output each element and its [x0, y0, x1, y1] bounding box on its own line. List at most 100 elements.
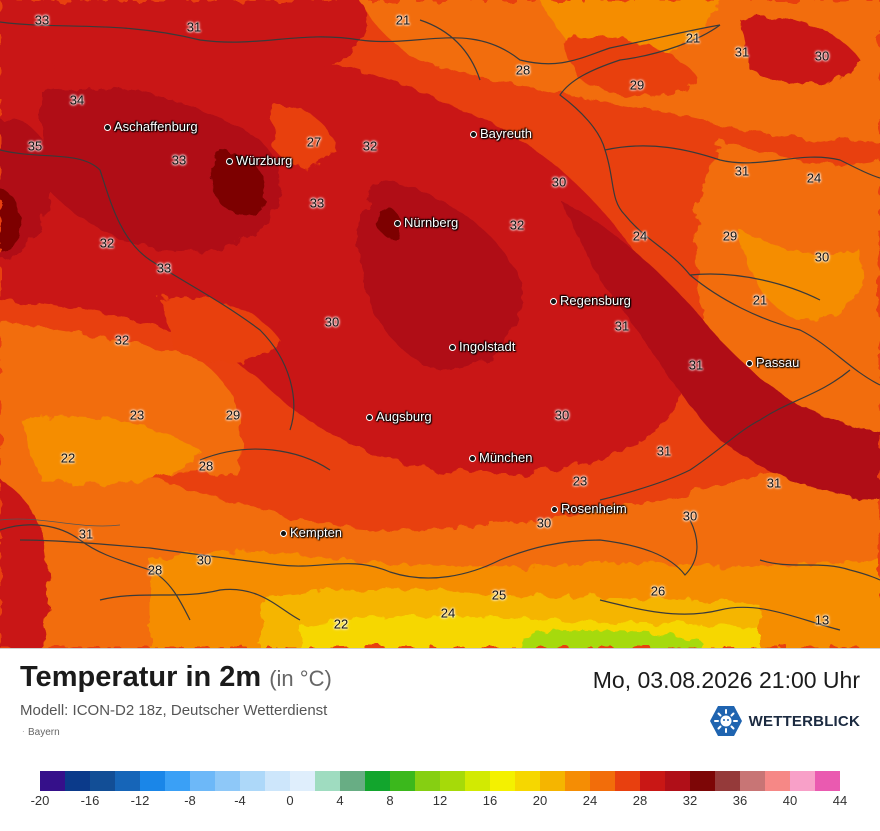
city-name: Kempten — [290, 525, 343, 540]
legend-label: 4 — [336, 793, 344, 808]
temperature-field — [0, 0, 880, 648]
temperature-value: 33 — [156, 260, 172, 276]
brand-name: WETTERBLICK — [748, 712, 860, 730]
city-dot-icon — [550, 298, 557, 305]
city-dot-icon — [470, 131, 477, 138]
temperature-value: 31 — [78, 526, 94, 542]
city-dot-icon — [104, 124, 111, 131]
legend-swatch — [290, 771, 315, 791]
temperature-value: 21 — [395, 12, 411, 28]
legend-swatch — [540, 771, 565, 791]
legend-swatch — [515, 771, 540, 791]
temperature-value: 22 — [60, 450, 76, 466]
legend-swatch — [590, 771, 615, 791]
city-dot-icon — [449, 344, 456, 351]
legend-label: -4 — [234, 793, 246, 808]
forecast-datetime: Mo, 03.08.2026 21:00 Uhr — [592, 667, 860, 693]
legend-swatch — [690, 771, 715, 791]
city-name: Würzburg — [236, 153, 293, 168]
legend-label: 12 — [432, 793, 448, 808]
temperature-value: 31 — [688, 357, 704, 373]
legend-label: -16 — [80, 793, 100, 808]
sun-logo-icon — [709, 706, 742, 736]
temperature-value: 31 — [186, 19, 202, 35]
temperature-value: 33 — [309, 195, 325, 211]
legend-swatch — [765, 771, 790, 791]
legend-label: 24 — [582, 793, 598, 808]
temperature-value: 24 — [632, 228, 648, 244]
legend-swatch — [190, 771, 215, 791]
legend-label: 28 — [632, 793, 648, 808]
legend-swatch — [390, 771, 415, 791]
temperature-value: 13 — [814, 612, 830, 628]
legend-swatch — [565, 771, 590, 791]
city-dot-icon — [366, 414, 373, 421]
temperature-value: 24 — [806, 170, 822, 186]
temperature-value: 30 — [814, 48, 830, 64]
color-legend — [40, 771, 840, 791]
legend-swatch — [640, 771, 665, 791]
city-name: Passau — [756, 355, 800, 370]
legend-swatch — [90, 771, 115, 791]
temperature-map[interactable]: 33 31 21 21 31 30 28 29 34 35 33 27 32 31 24 30 33 32 24 29… — [0, 0, 880, 648]
legend-swatch — [665, 771, 690, 791]
region-text: Bayern — [28, 727, 60, 738]
legend-swatch — [365, 771, 390, 791]
legend-label: 32 — [682, 793, 698, 808]
legend-label: 44 — [832, 793, 848, 808]
legend-swatch — [340, 771, 365, 791]
map-title: Temperatur in 2m (in °C) — [20, 661, 332, 694]
bullet-icon: · — [22, 727, 25, 736]
city-name: Ingolstadt — [459, 339, 516, 354]
temperature-value: 35 — [27, 138, 43, 154]
region-label: · Bayern — [22, 727, 60, 738]
city-dot-icon — [551, 506, 558, 513]
temperature-value: 28 — [515, 62, 531, 78]
legend-swatch — [65, 771, 90, 791]
legend-swatch — [440, 771, 465, 791]
temperature-value: 22 — [333, 616, 349, 632]
city-dot-icon — [280, 530, 287, 537]
legend-swatch — [465, 771, 490, 791]
temperature-value: 29 — [225, 407, 241, 423]
legend-swatch — [715, 771, 740, 791]
unit-label: (in °C) — [269, 666, 332, 691]
legend-swatch — [265, 771, 290, 791]
temperature-value: 28 — [147, 562, 163, 578]
legend-swatch — [315, 771, 340, 791]
city-name: Nürnberg — [404, 215, 459, 230]
temperature-value: 32 — [362, 138, 378, 154]
temperature-value: 26 — [650, 583, 666, 599]
legend-label: -12 — [130, 793, 150, 808]
temperature-value: 30 — [324, 314, 340, 330]
temperature-value: 27 — [306, 134, 322, 150]
legend-label: 36 — [732, 793, 748, 808]
legend-swatch — [740, 771, 765, 791]
temperature-value: 25 — [491, 587, 507, 603]
temperature-value: 32 — [114, 332, 130, 348]
city-dot-icon — [746, 360, 753, 367]
temperature-value: 32 — [509, 217, 525, 233]
legend-swatch — [140, 771, 165, 791]
temperature-value: 28 — [198, 458, 214, 474]
temperature-value: 30 — [196, 552, 212, 568]
city-dot-icon — [469, 455, 476, 462]
temperature-value: 30 — [682, 508, 698, 524]
map-footer: Temperatur in 2m (in °C) Modell: ICON-D2 … — [0, 648, 880, 831]
legend-label: 0 — [286, 793, 294, 808]
temperature-value: 30 — [536, 515, 552, 531]
temperature-value: 23 — [572, 473, 588, 489]
temperature-value: 31 — [766, 475, 782, 491]
legend-label: -8 — [184, 793, 196, 808]
city-name: Bayreuth — [480, 126, 533, 141]
city-dot-icon — [394, 220, 401, 227]
temperature-value: 21 — [752, 292, 768, 308]
city-name: Regensburg — [560, 293, 631, 308]
brand[interactable]: WETTERBLICK — [709, 705, 860, 737]
legend-label: 20 — [532, 793, 548, 808]
legend-swatch — [415, 771, 440, 791]
temperature-value: 31 — [614, 318, 630, 334]
city-name: München — [479, 450, 533, 465]
legend-swatch — [490, 771, 515, 791]
temperature-value: 23 — [129, 407, 145, 423]
